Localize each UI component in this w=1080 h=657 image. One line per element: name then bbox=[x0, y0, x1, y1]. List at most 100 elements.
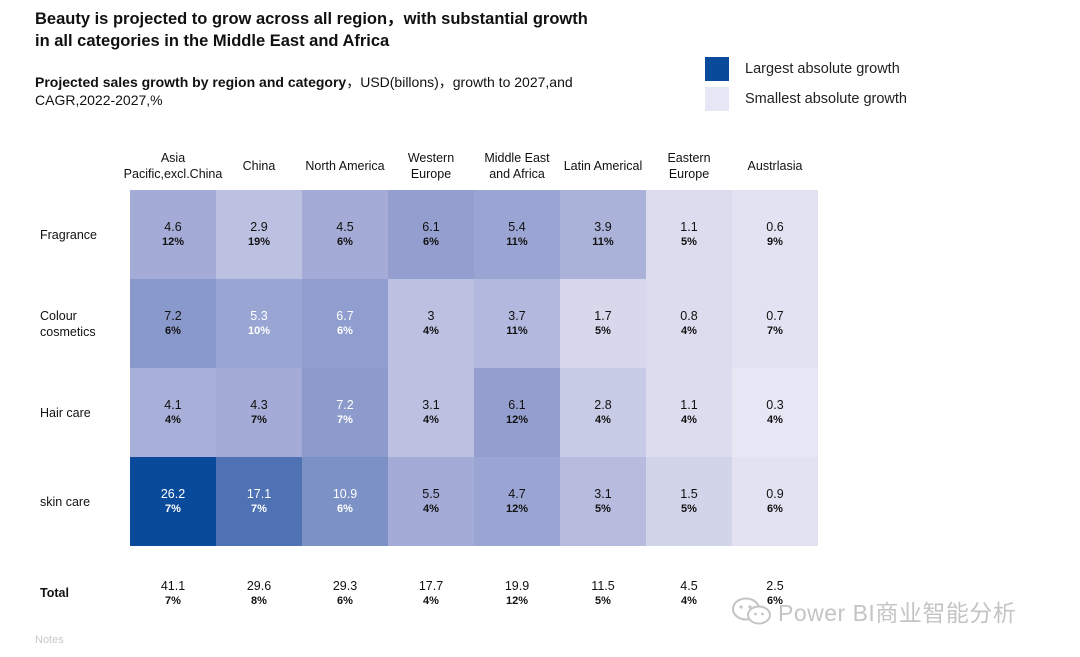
heatmap-cell: 6.1 12% bbox=[474, 368, 560, 457]
cell-value: 0.7 bbox=[766, 309, 784, 323]
cell-value: 6.7 bbox=[336, 309, 354, 323]
heatmap-cell: 5.3 10% bbox=[216, 279, 302, 368]
cell-cagr: 7% bbox=[767, 325, 783, 337]
total-cell: 11.5 5% bbox=[560, 576, 646, 610]
heatmap-cell: 0.7 7% bbox=[732, 279, 818, 368]
cell-value: 17.1 bbox=[246, 487, 272, 501]
cell-value: 1.5 bbox=[680, 487, 698, 501]
legend-label-largest: Largest absolute growth bbox=[745, 61, 900, 77]
watermark: Power BI商业智能分析 bbox=[730, 594, 1016, 628]
legend-item-smallest: Smallest absolute growth bbox=[705, 84, 907, 114]
total-cell: 41.1 7% bbox=[130, 576, 216, 610]
cell-value: 5.4 bbox=[508, 220, 526, 234]
legend: Largest absolute growth Smallest absolut… bbox=[705, 54, 907, 114]
cell-cagr: 4% bbox=[423, 503, 439, 515]
cell-cagr: 4% bbox=[681, 325, 697, 337]
heatmap-cell: 3.1 5% bbox=[560, 457, 646, 546]
cell-value: 0.9 bbox=[766, 487, 784, 501]
heatmap-cell: 17.1 7% bbox=[216, 457, 302, 546]
total-cagr: 6% bbox=[767, 594, 783, 607]
cell-value: 4.1 bbox=[164, 398, 182, 412]
cell-cagr: 5% bbox=[681, 503, 697, 515]
cell-cagr: 6% bbox=[337, 325, 353, 337]
total-cagr: 5% bbox=[595, 594, 611, 607]
cell-value: 2.9 bbox=[250, 220, 268, 234]
heatmap-cell: 1.1 5% bbox=[646, 190, 732, 279]
legend-swatch-largest bbox=[705, 57, 729, 81]
cell-cagr: 6% bbox=[337, 236, 353, 248]
heatmap-cell: 7.2 6% bbox=[130, 279, 216, 368]
cell-value: 1.1 bbox=[680, 220, 698, 234]
row-label: Colour cosmetics bbox=[40, 308, 96, 339]
row-label: skin care bbox=[40, 494, 91, 509]
notes-label: Notes bbox=[35, 634, 64, 646]
legend-item-largest: Largest absolute growth bbox=[705, 54, 907, 84]
total-cagr: 8% bbox=[251, 594, 267, 607]
total-value: 19.9 bbox=[504, 578, 530, 593]
heatmap-cell: 1.7 5% bbox=[560, 279, 646, 368]
column-header: Eastern Europe bbox=[667, 151, 711, 181]
column-header: North America bbox=[305, 159, 385, 173]
heatmap-cell: 4.1 4% bbox=[130, 368, 216, 457]
heatmap-cell: 3.9 11% bbox=[560, 190, 646, 279]
total-cagr: 4% bbox=[681, 594, 697, 607]
total-value: 2.5 bbox=[766, 578, 784, 593]
cell-cagr: 11% bbox=[592, 236, 614, 248]
column-header: China bbox=[242, 159, 276, 173]
total-cell: 19.9 12% bbox=[474, 576, 560, 610]
cell-cagr: 19% bbox=[247, 236, 271, 248]
cell-value: 4.6 bbox=[164, 220, 182, 234]
watermark-text: Power BI商业智能分析 bbox=[778, 600, 1017, 626]
heatmap-cell: 2.9 19% bbox=[216, 190, 302, 279]
cell-value: 2.8 bbox=[594, 398, 612, 412]
cell-value: 7.2 bbox=[336, 398, 354, 412]
cell-cagr: 4% bbox=[681, 414, 697, 426]
cell-cagr: 6% bbox=[767, 503, 783, 515]
cell-value: 5.3 bbox=[250, 309, 268, 323]
cell-value: 5.5 bbox=[422, 487, 440, 501]
cell-value: 1.1 bbox=[680, 398, 698, 412]
legend-label-smallest: Smallest absolute growth bbox=[745, 91, 907, 107]
total-cagr: 7% bbox=[165, 594, 181, 607]
total-value: 4.5 bbox=[680, 578, 698, 593]
total-value: 29.3 bbox=[332, 578, 358, 593]
chart-subtitle: Projected sales growth by region and cat… bbox=[35, 73, 595, 109]
heatmap-cell: 0.3 4% bbox=[732, 368, 818, 457]
cell-cagr: 4% bbox=[423, 325, 439, 337]
total-cagr: 6% bbox=[337, 594, 353, 607]
legend-swatch-smallest bbox=[705, 87, 729, 111]
heatmap-cell: 10.9 6% bbox=[302, 457, 388, 546]
cell-cagr: 6% bbox=[165, 325, 181, 337]
total-cell: 4.5 4% bbox=[646, 576, 732, 610]
heatmap-cell: 0.8 4% bbox=[646, 279, 732, 368]
cell-cagr: 6% bbox=[337, 503, 353, 515]
cell-cagr: 4% bbox=[165, 414, 181, 426]
total-cagr: 12% bbox=[505, 594, 529, 607]
cell-value: 0.8 bbox=[680, 309, 698, 323]
heatmap-cell: 6.7 6% bbox=[302, 279, 388, 368]
cell-cagr: 9% bbox=[767, 236, 783, 248]
subtitle-bold: Projected sales growth by region and cat… bbox=[35, 74, 347, 90]
total-cell: 29.3 6% bbox=[302, 576, 388, 610]
wechat-icon bbox=[732, 597, 771, 625]
heatmap-cell: 4.3 7% bbox=[216, 368, 302, 457]
heatmap-cell: 4.6 12% bbox=[130, 190, 216, 279]
cell-value: 0.3 bbox=[766, 398, 784, 412]
heatmap-cell: 3 4% bbox=[388, 279, 474, 368]
heatmap-cell: 5.4 11% bbox=[474, 190, 560, 279]
cell-value: 10.9 bbox=[332, 487, 358, 501]
cell-cagr: 11% bbox=[506, 236, 528, 248]
total-cell: 2.5 6% bbox=[732, 576, 818, 610]
cell-cagr: 4% bbox=[595, 414, 611, 426]
heatmap-cell: 5.5 4% bbox=[388, 457, 474, 546]
cell-cagr: 10% bbox=[247, 325, 271, 337]
cell-cagr: 6% bbox=[423, 236, 439, 248]
cell-cagr: 4% bbox=[423, 414, 439, 426]
cell-value: 3.1 bbox=[594, 487, 612, 501]
total-cell: 17.7 4% bbox=[388, 576, 474, 610]
heatmap-cell: 4.7 12% bbox=[474, 457, 560, 546]
subtitle-rest: ，USD(billons)，growth to 2027,and CAGR,20… bbox=[35, 74, 573, 108]
heatmap-cell: 7.2 7% bbox=[302, 368, 388, 457]
column-header: Asia Pacific,excl.China bbox=[123, 151, 223, 181]
heatmap-cell: 6.1 6% bbox=[388, 190, 474, 279]
